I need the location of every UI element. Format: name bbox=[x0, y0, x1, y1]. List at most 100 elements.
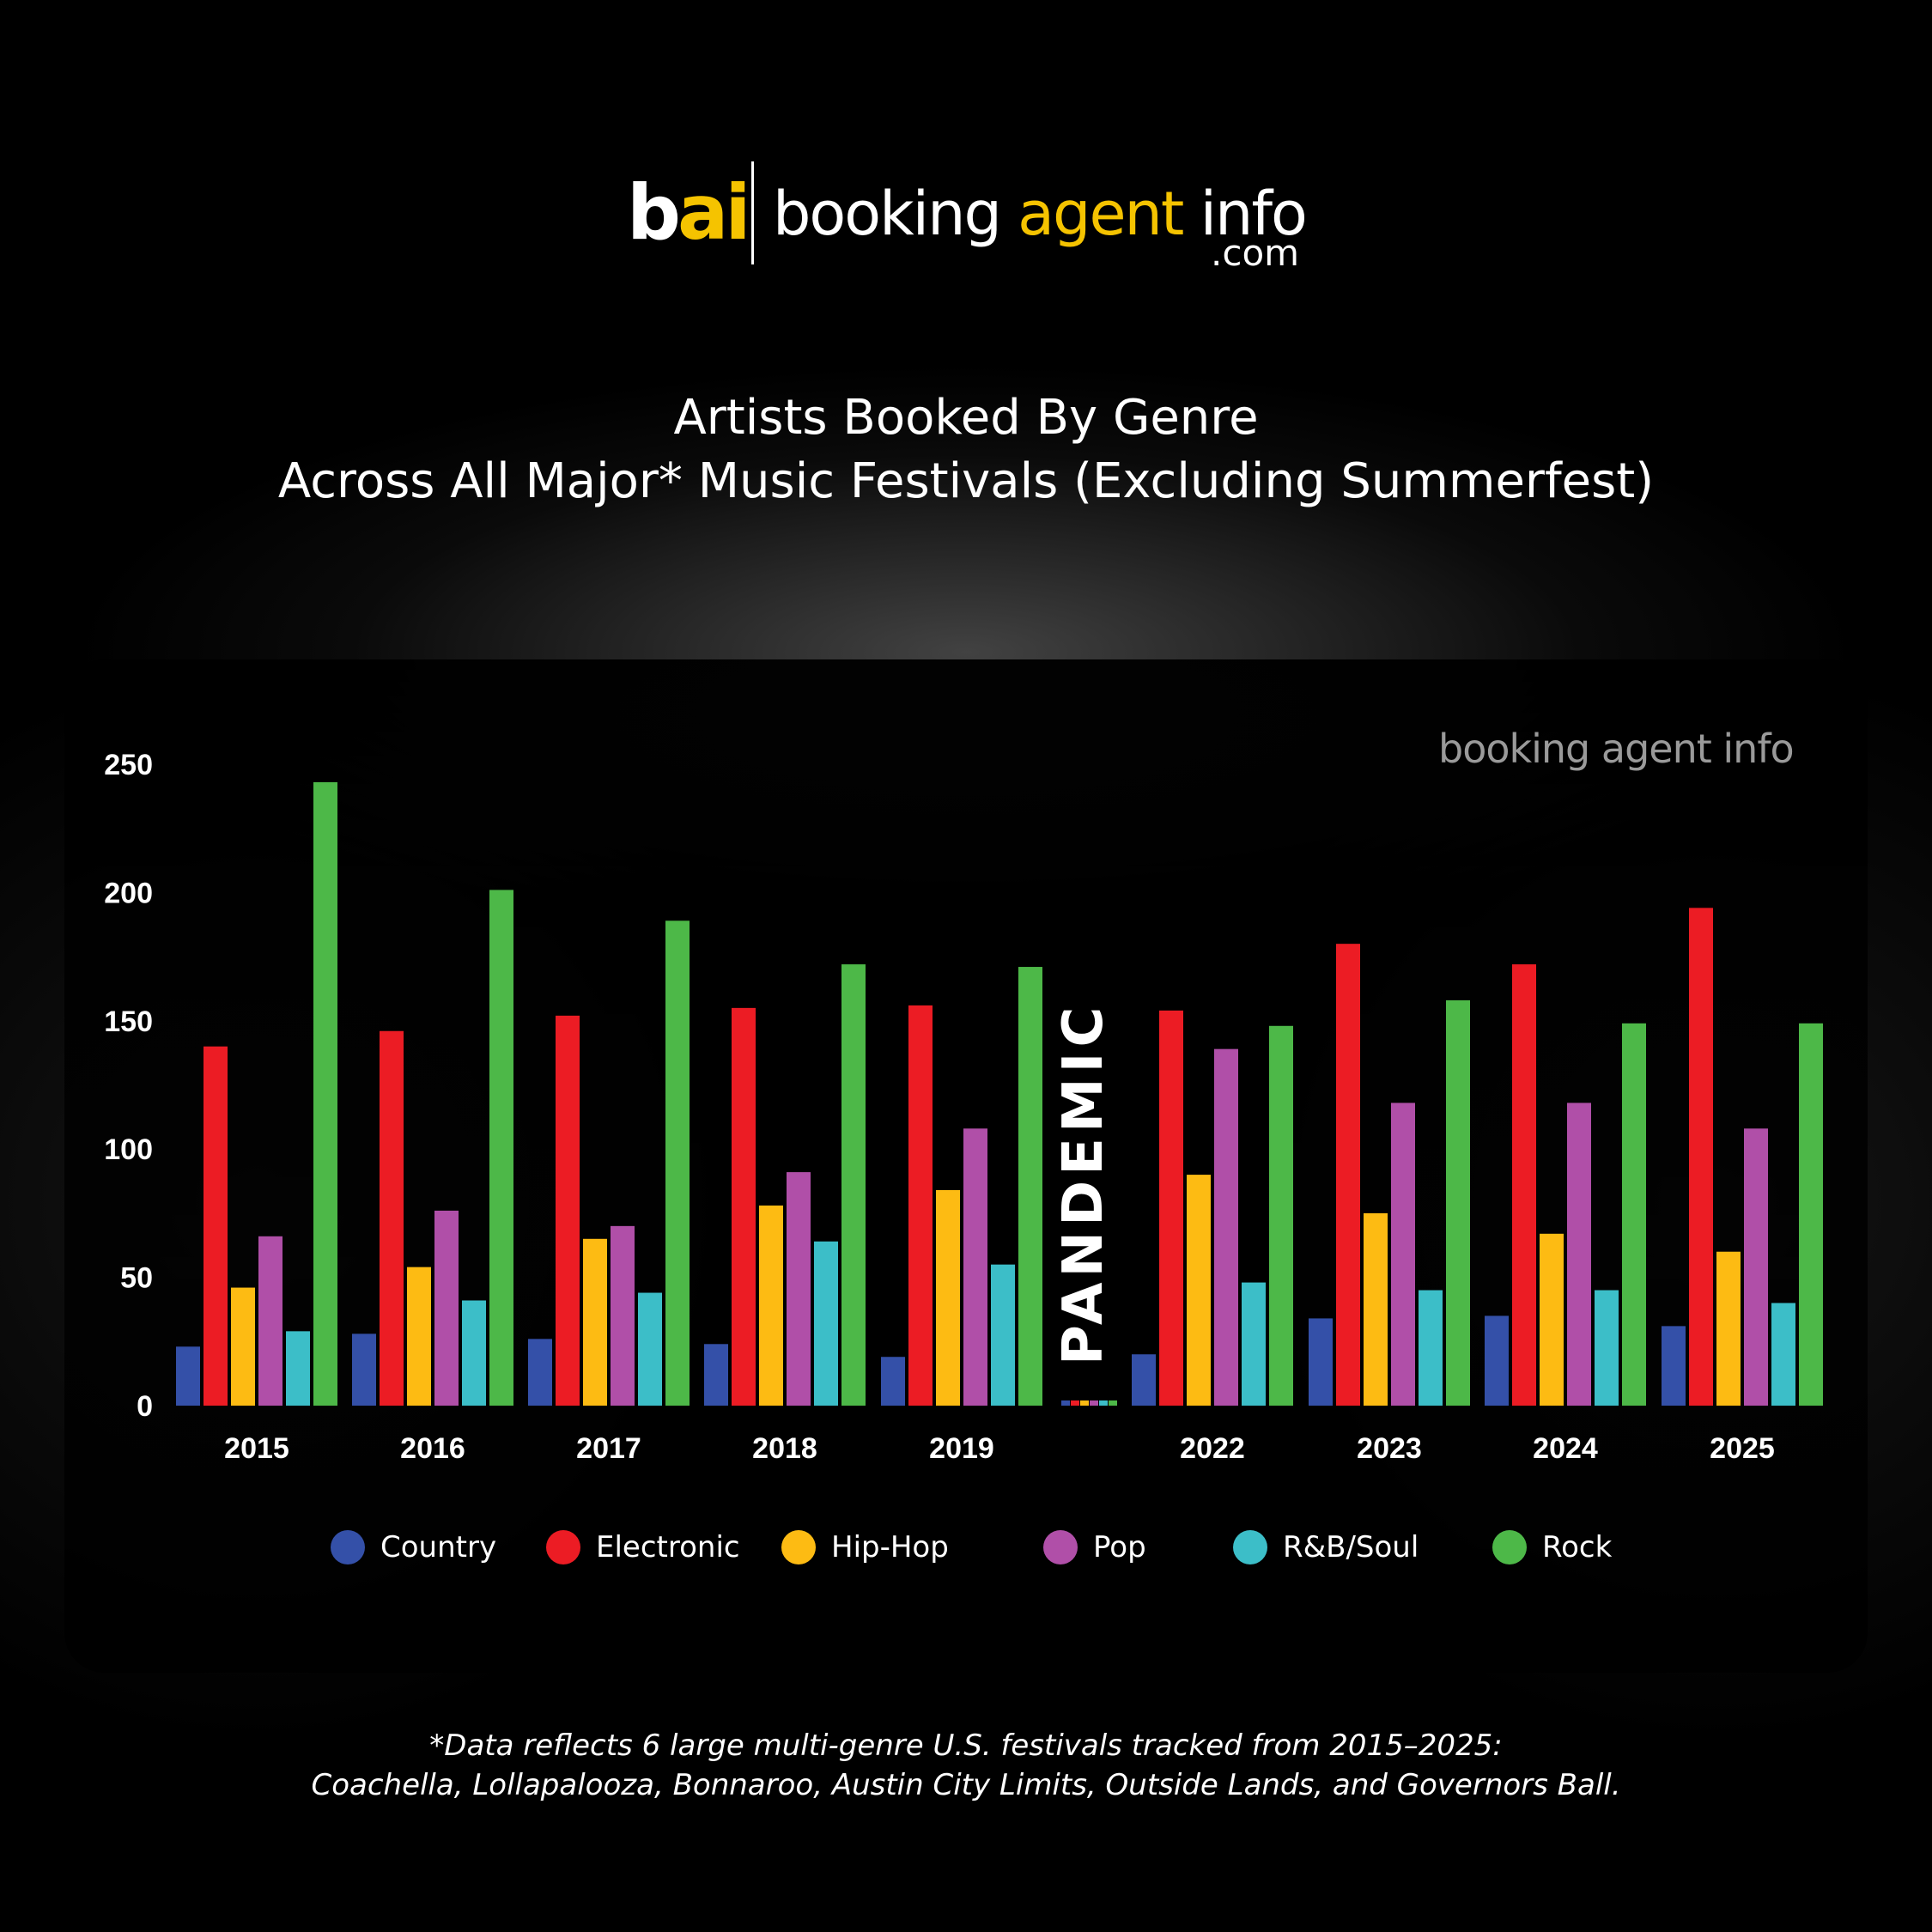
bar-2017-electronic bbox=[556, 1015, 580, 1406]
y-tick-label: 0 bbox=[137, 1390, 153, 1423]
pandemic-stub bbox=[1099, 1400, 1108, 1406]
bar-2019-country bbox=[881, 1357, 905, 1406]
footnote-line-2: Coachella, Lollapalooza, Bonnaroo, Austi… bbox=[311, 1768, 1621, 1802]
x-tick-label: 2019 bbox=[929, 1432, 994, 1465]
logo-dotcom: .com bbox=[1211, 232, 1300, 274]
logo-mark: bai bbox=[627, 168, 751, 257]
pandemic-stub bbox=[1090, 1400, 1098, 1406]
bar-2022-country bbox=[1132, 1354, 1156, 1406]
bar-2023-pop bbox=[1391, 1103, 1415, 1406]
bar-2023-r-b-soul bbox=[1419, 1290, 1443, 1406]
x-tick-label: 2015 bbox=[224, 1432, 289, 1465]
pandemic-stub bbox=[1109, 1400, 1117, 1406]
footnote: *Data reflects 6 large multi-genre U.S. … bbox=[0, 1726, 1932, 1805]
logo-word-booking: booking bbox=[773, 179, 1018, 249]
bar-2019-hip-hop bbox=[936, 1190, 960, 1406]
legend-label: Pop bbox=[1093, 1530, 1146, 1564]
bar-2022-hip-hop bbox=[1187, 1175, 1211, 1406]
x-tick-label: 2017 bbox=[576, 1432, 641, 1465]
bar-2022-rock bbox=[1269, 1025, 1293, 1406]
y-tick-label: 100 bbox=[104, 1133, 153, 1166]
legend-swatch bbox=[1492, 1530, 1527, 1564]
bar-2024-hip-hop bbox=[1540, 1233, 1564, 1406]
bar-2018-rock bbox=[841, 964, 866, 1406]
bar-2023-country bbox=[1309, 1318, 1333, 1406]
bar-2022-electronic bbox=[1159, 1010, 1183, 1406]
legend-label: Rock bbox=[1542, 1530, 1613, 1564]
bar-2022-r-b-soul bbox=[1242, 1282, 1266, 1406]
legend-label: Hip-Hop bbox=[831, 1530, 949, 1564]
legend-item: R&B/Soul bbox=[1233, 1526, 1419, 1569]
bar-2024-r-b-soul bbox=[1595, 1290, 1619, 1406]
bar-2015-hip-hop bbox=[231, 1287, 255, 1406]
x-tick-label: 2024 bbox=[1533, 1432, 1598, 1465]
bar-2024-rock bbox=[1622, 1023, 1646, 1406]
bar-2019-rock bbox=[1018, 967, 1042, 1406]
bar-2017-rock bbox=[665, 920, 690, 1406]
bar-2024-country bbox=[1485, 1315, 1509, 1406]
legend-item: Pop bbox=[1043, 1526, 1146, 1569]
bar-2016-electronic bbox=[380, 1030, 404, 1406]
x-tick-label: 2016 bbox=[400, 1432, 465, 1465]
bar-2018-electronic bbox=[732, 1007, 756, 1406]
bar-2023-electronic bbox=[1336, 944, 1360, 1406]
legend-swatch bbox=[781, 1530, 816, 1564]
title-line-1: Artists Booked By Genre bbox=[673, 390, 1259, 446]
bar-2016-pop bbox=[434, 1210, 459, 1406]
legend-swatch bbox=[1233, 1530, 1267, 1564]
pandemic-stub bbox=[1061, 1400, 1070, 1406]
pandemic-stub bbox=[1080, 1400, 1089, 1406]
bar-2017-country bbox=[528, 1339, 552, 1406]
pandemic-stub bbox=[1071, 1400, 1079, 1406]
legend-swatch bbox=[1043, 1530, 1078, 1564]
y-tick-label: 200 bbox=[104, 877, 153, 909]
bar-2015-rock bbox=[313, 781, 337, 1406]
logo-divider bbox=[751, 161, 754, 264]
legend-label: R&B/Soul bbox=[1283, 1530, 1419, 1564]
bar-2025-country bbox=[1662, 1326, 1686, 1406]
bar-2024-pop bbox=[1567, 1103, 1591, 1406]
bar-2018-country bbox=[704, 1344, 728, 1406]
watermark: booking agent info bbox=[1438, 726, 1795, 772]
bar-2015-electronic bbox=[204, 1046, 228, 1406]
legend-swatch bbox=[546, 1530, 580, 1564]
bar-2023-hip-hop bbox=[1364, 1212, 1388, 1406]
footnote-line-1: *Data reflects 6 large multi-genre U.S. … bbox=[429, 1728, 1503, 1763]
bar-2017-hip-hop bbox=[583, 1238, 607, 1406]
bar-2019-electronic bbox=[908, 1005, 933, 1406]
bar-2025-r-b-soul bbox=[1771, 1303, 1795, 1406]
bar-2016-r-b-soul bbox=[462, 1300, 486, 1406]
legend-swatch bbox=[331, 1530, 365, 1564]
title-line-2: Across All Major* Music Festivals (Exclu… bbox=[277, 453, 1655, 509]
bar-2019-r-b-soul bbox=[991, 1264, 1015, 1406]
bar-2018-hip-hop bbox=[759, 1205, 783, 1406]
legend-item: Electronic bbox=[546, 1526, 740, 1569]
bar-2024-electronic bbox=[1512, 964, 1536, 1406]
logo-word-agent: agent bbox=[1018, 179, 1184, 249]
bar-2015-country bbox=[176, 1346, 200, 1406]
logo-wordmark: booking agent info bbox=[773, 179, 1308, 249]
bar-2025-hip-hop bbox=[1716, 1251, 1741, 1406]
legend-item: Country bbox=[331, 1526, 496, 1569]
x-tick-label: 2018 bbox=[752, 1432, 817, 1465]
legend-label: Electronic bbox=[596, 1530, 740, 1564]
brand-logo: bai booking agent info .com bbox=[627, 155, 1314, 275]
bar-2022-pop bbox=[1214, 1048, 1238, 1406]
legend-item: Hip-Hop bbox=[781, 1526, 949, 1569]
bar-2025-pop bbox=[1744, 1128, 1768, 1406]
bar-2016-rock bbox=[489, 890, 513, 1406]
bar-2015-r-b-soul bbox=[286, 1331, 310, 1406]
y-tick-label: 150 bbox=[104, 1005, 153, 1038]
bar-2018-r-b-soul bbox=[814, 1241, 838, 1406]
bar-2017-r-b-soul bbox=[638, 1292, 662, 1406]
x-tick-label: 2023 bbox=[1357, 1432, 1422, 1465]
logo-word-info: info bbox=[1182, 179, 1308, 249]
bar-2025-electronic bbox=[1689, 908, 1713, 1406]
x-tick-label: 2022 bbox=[1180, 1432, 1245, 1465]
bar-2017-pop bbox=[611, 1225, 635, 1406]
chart-legend: Country Electronic Hip-Hop Pop R&B/Soul Rock bbox=[0, 1526, 1932, 1569]
bar-2025-rock bbox=[1799, 1023, 1823, 1406]
legend-item: Rock bbox=[1492, 1526, 1612, 1569]
bar-2019-pop bbox=[963, 1128, 987, 1406]
